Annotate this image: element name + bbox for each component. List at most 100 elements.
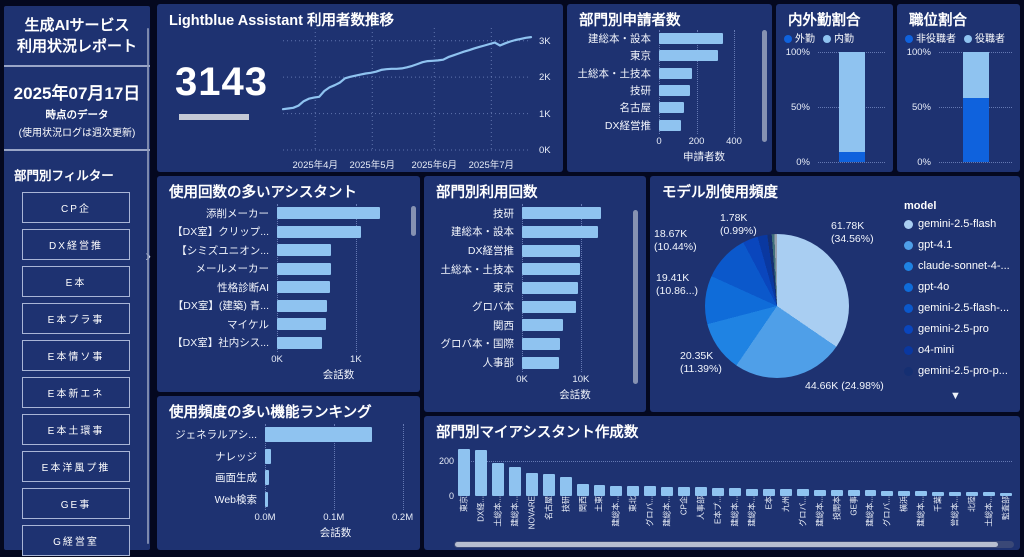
bar[interactable] (659, 67, 692, 79)
dept-usage-chart[interactable]: 技研 建総本・設本 DX経営推 土総本・土技本 東京 グロバ本 関西 グロバ本・国際 人事部 0K… (432, 204, 632, 406)
stacked-bar[interactable] (838, 52, 865, 162)
bar[interactable] (522, 319, 563, 332)
my-assistants-chart[interactable]: 200 0 東京 DX経... 土総本... 建総本... NOVARE 名古屋 技研 関西 土東建… (432, 444, 1014, 542)
bar[interactable] (762, 488, 775, 496)
bar-segment-役職者[interactable] (962, 52, 989, 99)
bar[interactable] (522, 300, 576, 313)
bar[interactable] (474, 450, 487, 496)
bar[interactable] (265, 470, 270, 486)
bar[interactable] (522, 207, 601, 220)
feature-ranking-chart[interactable]: ジェネラルアシ... ナレッジ 画面生成 Web検索 0.0M 0.1M 0.2M 会話数 (165, 424, 414, 544)
legend-item[interactable]: gemini-2.5-flash-... (904, 302, 1016, 314)
bar[interactable] (525, 473, 538, 496)
bar[interactable] (522, 356, 559, 369)
legend-item[interactable]: 役職者 (964, 30, 1005, 45)
filter-button-3[interactable]: E本 (22, 266, 130, 297)
bar[interactable] (522, 263, 580, 276)
legend-item[interactable]: 内勤 (823, 30, 854, 45)
bar[interactable] (729, 488, 741, 496)
chevron-down-icon[interactable]: ▼ (950, 390, 961, 402)
bar[interactable] (644, 486, 657, 496)
panel-scrollbar[interactable] (762, 30, 767, 142)
chart-horizontal-scrollbar[interactable] (454, 541, 1014, 548)
bar[interactable] (277, 299, 328, 312)
filter-button-2[interactable]: DX経営推 (22, 229, 130, 260)
bar[interactable] (881, 490, 894, 496)
bar[interactable] (610, 485, 623, 496)
bar[interactable] (542, 473, 555, 496)
bar[interactable] (1000, 492, 1012, 496)
bar[interactable] (915, 491, 928, 496)
bar[interactable] (796, 489, 809, 496)
bar[interactable] (277, 318, 326, 331)
bar[interactable] (966, 492, 979, 496)
bar[interactable] (593, 484, 606, 496)
legend-item[interactable]: claude-sonnet-4-... (904, 260, 1016, 272)
bar[interactable] (830, 489, 843, 496)
bar[interactable] (898, 490, 911, 496)
legend-item[interactable]: gpt-4o (904, 281, 1016, 293)
bar[interactable] (277, 244, 331, 257)
trend-line[interactable] (281, 36, 533, 111)
bar[interactable] (277, 225, 362, 238)
legend-item[interactable]: gpt-4.1 (904, 239, 1016, 251)
inout-ratio-chart[interactable]: 外勤 内勤 100% 50% 0% (776, 4, 893, 172)
bar[interactable] (678, 487, 691, 496)
bar[interactable] (491, 463, 504, 496)
filter-button-1[interactable]: CP企 (22, 192, 130, 223)
bar[interactable] (458, 449, 470, 496)
bar[interactable] (522, 244, 581, 257)
bar[interactable] (559, 476, 572, 496)
bar[interactable] (627, 486, 640, 496)
bar[interactable] (661, 486, 674, 496)
position-ratio-chart[interactable]: 非役職者 役職者 100% 50% 0% (897, 4, 1020, 172)
bar[interactable] (522, 281, 578, 294)
bar[interactable] (659, 119, 681, 131)
bar[interactable] (864, 490, 877, 496)
filter-button-8[interactable]: E本洋風プ推 (22, 451, 130, 482)
bar[interactable] (659, 85, 690, 97)
bar[interactable] (277, 262, 331, 275)
bar[interactable] (659, 33, 723, 45)
stacked-bar[interactable] (962, 52, 989, 162)
pie-chart[interactable] (705, 234, 849, 378)
bar[interactable] (576, 483, 589, 496)
applicants-chart[interactable]: 建総本・設本 東京 土総本・土技本 技研 名古屋 DX経営推 0 200 400 申請者数 (575, 30, 755, 166)
filter-button-5[interactable]: E本情ソ事 (22, 340, 130, 371)
users-trend-chart[interactable]: 3K 2K 1K 0K 2025年4月 2025年5月 2025年6月 2025年7月 (281, 28, 561, 172)
filter-button-10[interactable]: G経営室 (22, 525, 130, 556)
legend-item[interactable]: gemini-2.5-pro-p... (904, 365, 1016, 377)
legend-item[interactable]: 非役職者 (905, 30, 956, 45)
legend-item[interactable]: gemini-2.5-flash (904, 218, 1016, 230)
bar[interactable] (265, 448, 272, 464)
panel-scrollbar[interactable] (633, 210, 638, 384)
bar[interactable] (813, 489, 826, 496)
legend-item[interactable]: o4-mini (904, 344, 1016, 356)
bar-segment-内勤[interactable] (838, 52, 865, 153)
bar[interactable] (695, 487, 708, 496)
legend-item[interactable]: gemini-2.5-pro (904, 323, 1016, 335)
scrollbar-thumb[interactable] (455, 542, 999, 547)
bar[interactable] (847, 490, 860, 496)
bar[interactable] (277, 281, 330, 294)
bar[interactable] (522, 337, 561, 350)
bar[interactable] (277, 207, 381, 220)
sidebar-scrollbar[interactable] (147, 28, 149, 544)
bar-segment-外勤[interactable] (838, 152, 865, 162)
bar[interactable] (745, 488, 758, 496)
bar[interactable] (779, 489, 792, 496)
bar[interactable] (508, 467, 521, 496)
filter-button-7[interactable]: E本土環事 (22, 414, 130, 445)
top-assistants-chart[interactable]: 添削メーカー 【DX室】クリップ... 【シミズユニオン... メールメーカー 性格診断… (165, 204, 412, 386)
bar[interactable] (265, 491, 269, 507)
filter-button-4[interactable]: E本プラ事 (22, 303, 130, 334)
bar[interactable] (522, 225, 598, 238)
bar[interactable] (659, 102, 685, 114)
bar[interactable] (277, 336, 322, 349)
bar-segment-非役職者[interactable] (962, 98, 989, 162)
bar[interactable] (932, 491, 945, 496)
bar[interactable] (659, 50, 719, 62)
filter-button-6[interactable]: E本新エネ (22, 377, 130, 408)
bar[interactable] (983, 492, 995, 496)
bar[interactable] (949, 491, 962, 496)
